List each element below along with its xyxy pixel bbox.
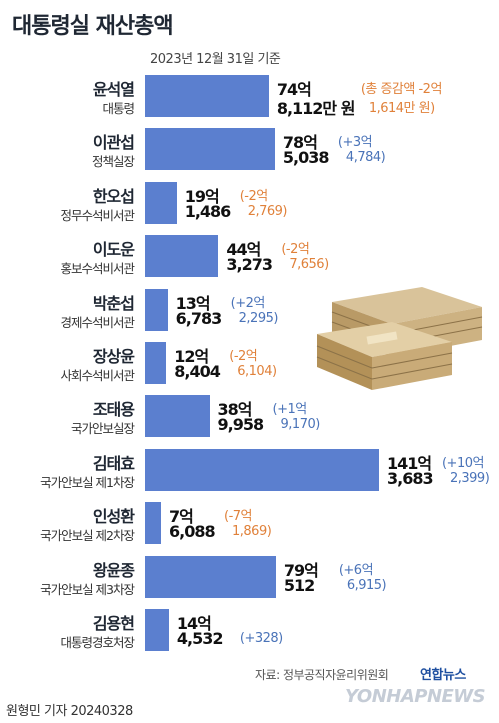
reporter-credit: 원형민 기자 20240328: [6, 704, 133, 719]
change-man-label: 6,915): [346, 577, 387, 593]
change-man-label: 9,170): [280, 417, 321, 433]
change-man-label: 6,104): [237, 364, 277, 379]
change-eok-label: (+3억: [337, 135, 373, 151]
asset-man-label: 9,958: [217, 415, 265, 435]
person-name: 장상윤: [92, 347, 135, 366]
chart-title: 대통령실 재산총액: [12, 14, 174, 39]
person-name: 이도운: [92, 240, 135, 260]
person-position: 정책실장: [91, 154, 135, 170]
person-position: 국가안보실 제1차장: [40, 474, 135, 490]
change-eok-label: (+6억: [338, 562, 374, 578]
person-name: 왕윤종: [92, 560, 135, 580]
change-eok-label: (+10억: [441, 455, 484, 471]
asset-man-label: 3,273: [226, 255, 273, 275]
bar: [145, 395, 210, 438]
person-position: 대통령경호처장: [60, 635, 135, 650]
asset-eok-label: 79억: [283, 560, 319, 580]
change-eok-label: (+2억: [230, 295, 266, 311]
person-position: 사회수석비서관: [60, 368, 135, 383]
money-stack-front: [316, 322, 453, 390]
bar: [145, 128, 275, 171]
asset-man-label: 4,532: [176, 629, 224, 648]
chart-subtitle: 2023년 12월 31일 기준: [150, 52, 281, 67]
person-position: 대통령: [102, 101, 135, 116]
money-stack-illustration: [316, 287, 483, 390]
asset-eok-label: 14억: [176, 614, 212, 633]
asset-man-label: 6,783: [175, 308, 223, 328]
asset-eok-label: 44억: [226, 240, 261, 260]
bar: [145, 609, 169, 651]
asset-man-label: 1,486: [184, 201, 232, 221]
bar: [145, 235, 219, 278]
asset-man-label: 3,683: [386, 468, 434, 488]
person-position: 경제수석비서관: [60, 314, 135, 330]
asset-eok-label: 7억: [169, 507, 194, 527]
person-name: 윤석열: [92, 80, 135, 99]
change-man-label: 2,295): [238, 310, 279, 326]
source-note: 자료: 정부공직자윤리위원회: [255, 668, 389, 682]
change-man-label: 1,869): [232, 524, 272, 540]
person-name: 조태용: [92, 400, 135, 420]
asset-man-label: 5,038: [282, 148, 330, 168]
person-position: 홍보수석비서관: [60, 261, 135, 277]
asset-eok-label: 38억: [217, 400, 253, 420]
person-position: 정무수석비서관: [60, 207, 135, 223]
bar: [145, 181, 177, 224]
person-name: 인성환: [92, 507, 135, 527]
bar: [145, 448, 379, 491]
change-eok-label: (총 증감액 -2억: [360, 82, 443, 97]
person-name: 김태효: [92, 453, 135, 473]
bar: [145, 502, 161, 545]
asset-eok-label: 19억: [184, 186, 220, 206]
person-name: 김용현: [92, 614, 135, 633]
yonhap-logo-en: YONHAPNEWS: [345, 686, 486, 707]
change-eok-label: (+1억: [272, 402, 308, 418]
change-man-label: 1,614만 원): [368, 101, 435, 116]
yonhap-logo-kr: 연합뉴스: [420, 668, 466, 683]
asset-eok-label: 78억: [282, 133, 318, 153]
bar: [145, 75, 269, 117]
asset-man-label: 8,404: [174, 362, 221, 381]
change-man-label: (+328): [239, 631, 283, 646]
bar: [145, 288, 168, 331]
asset-man-label: 6,088: [169, 522, 216, 542]
change-man-label: 7,656): [289, 257, 329, 273]
asset-eok-label: 13억: [175, 293, 211, 313]
asset-eok-label: 141억: [386, 453, 432, 473]
change-eok-label: (-2억: [281, 242, 310, 258]
change-eok-label: (-7억: [224, 509, 253, 525]
person-name: 박춘섭: [92, 293, 135, 313]
change-man-label: 2,399): [449, 470, 490, 486]
asset-man-label: 8,112만 원: [276, 99, 356, 118]
asset-eok-label: 12억: [174, 347, 209, 366]
person-position: 국가안보실 제2차장: [40, 528, 135, 544]
person-name: 이관섭: [92, 133, 135, 153]
person-position: 국가안보실 제3차장: [40, 581, 135, 597]
change-man-label: 4,784): [345, 150, 386, 166]
asset-man-label: 512: [283, 575, 315, 595]
person-name: 한오섭: [92, 186, 135, 206]
change-eok-label: (-2억: [229, 349, 258, 364]
bar: [145, 342, 167, 384]
bar: [145, 555, 276, 598]
person-position: 국가안보실장: [70, 421, 135, 437]
change-man-label: 2,769): [247, 203, 288, 219]
asset-eok-label: 74억: [276, 80, 312, 99]
change-eok-label: (-2억: [239, 188, 269, 204]
